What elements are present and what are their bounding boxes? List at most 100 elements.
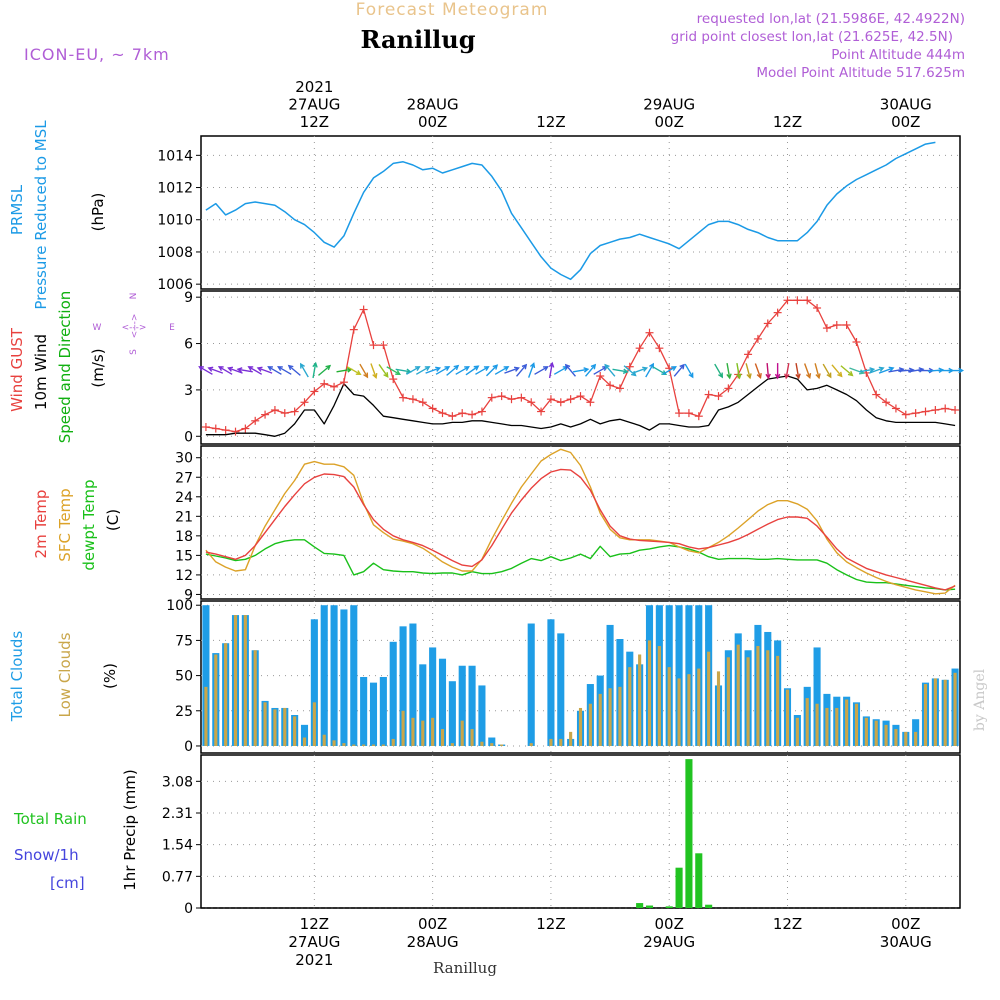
bottom-time-label: 00Z (418, 915, 447, 933)
gust-marker (822, 324, 831, 333)
wind-arrow-head (277, 366, 283, 372)
temperature-ytick-label: 15 (175, 548, 193, 564)
low-cloud-bar (480, 741, 484, 746)
wind-arrow-shaft (370, 363, 377, 378)
compass-ew-arrow: <---> (122, 323, 147, 333)
wind-ytick-label: 6 (184, 337, 193, 353)
top-time-label: 00Z (891, 113, 920, 131)
wind-direction-arrow (548, 361, 555, 379)
wind-arrow-shaft (248, 366, 263, 375)
low-cloud-bar (835, 707, 839, 746)
low-cloud-bar (352, 744, 356, 746)
precip-label: 1hr Precip (mm) (121, 769, 139, 890)
wind-arrow-head (590, 363, 597, 370)
wind-arrow-shaft (604, 364, 616, 377)
gust-marker (458, 409, 467, 418)
total-cloud-bar (379, 677, 387, 746)
low-cloud-bar (766, 650, 770, 746)
gust-marker (694, 412, 703, 421)
wind-direction-arrow (300, 362, 309, 378)
low-cloud-bar (578, 707, 583, 746)
low-cloud-bar (529, 743, 533, 746)
wind-arrow-head (529, 362, 536, 369)
gust-marker (891, 404, 900, 413)
low-cloud-bar (332, 740, 336, 746)
gust-marker (487, 393, 496, 402)
wind-arrow-head (198, 366, 204, 372)
gust-marker (763, 319, 772, 328)
wind-arrow-head (227, 366, 234, 372)
snow-unit-label: [cm] (50, 874, 85, 892)
gust-marker (852, 338, 861, 346)
wind-arrow-shaft (395, 368, 411, 373)
gust-marker (813, 304, 822, 312)
wind-direction-arrow (736, 363, 742, 380)
wind-direction-arrow (673, 363, 685, 377)
bottom-time-label: 00Z (655, 915, 684, 933)
wind-arrow-shaft (208, 367, 224, 374)
wind-arrow-shaft (277, 366, 292, 375)
wind-direction-arrow (198, 366, 213, 375)
top-time-label: 30AUG (880, 96, 932, 114)
gust-marker (714, 392, 723, 401)
low-cloud-bar (943, 679, 947, 746)
wind-direction-arrow (564, 363, 576, 377)
wind-direction-arrow (359, 363, 369, 379)
wind-direction-arrow (572, 367, 590, 373)
top-time-label: 28AUG (407, 96, 459, 114)
bottom-time-label: 12Z (536, 915, 565, 933)
total-cloud-bar (438, 658, 447, 746)
total-clouds-label: Total Clouds (8, 631, 26, 723)
low-cloud-bar (440, 729, 445, 746)
precip-ytick-label: 3.08 (162, 774, 193, 790)
wind-10m-line (205, 375, 956, 437)
temperature-ytick-label: 12 (175, 568, 193, 584)
wind-arrow-shaft (268, 366, 282, 375)
wind-arrow-head (521, 363, 528, 370)
dewpt-line (205, 539, 956, 591)
total-cloud-bar (202, 605, 210, 746)
rain-bar (665, 906, 673, 908)
gust-marker (497, 392, 506, 401)
wind-arrow-head (395, 370, 401, 376)
temperature-frame (200, 445, 961, 600)
wind-direction-arrow (840, 365, 854, 377)
low-cloud-bar (312, 702, 316, 746)
low-cloud-bar (677, 678, 681, 746)
compass-ns-arrow: <---> (130, 314, 140, 339)
gust-marker (753, 334, 762, 343)
low-cloud-bar (904, 731, 908, 746)
compass-e: E (169, 323, 175, 333)
gust-marker (428, 404, 437, 413)
gust-marker (310, 387, 319, 396)
wind-arrow-head (564, 363, 571, 370)
low-cloud-bar (490, 743, 494, 746)
low-cloud-bar (608, 688, 612, 746)
product-title: Forecast Meteogram (356, 0, 549, 20)
low-cloud-bar (391, 738, 395, 746)
wind-arrow-head (424, 366, 431, 372)
low-cloud-bar (253, 650, 257, 746)
bottom-time-label: 2021 (295, 951, 333, 969)
wind-arrow-shaft (527, 363, 535, 378)
gust-marker (379, 341, 388, 350)
wind-direction-arrow (370, 363, 378, 379)
gust-marker (349, 325, 358, 334)
low-cloud-bar (362, 744, 366, 746)
total-cloud-bar (527, 623, 535, 746)
precip-ytick-label: 0.77 (162, 869, 193, 885)
wind-arrow-head (756, 373, 762, 379)
wind-arrow-shaft (199, 366, 213, 375)
low-cloud-bar (864, 717, 868, 746)
wind-direction-arrow (795, 363, 801, 380)
gust-marker (320, 379, 329, 388)
wind-direction-arrow (267, 366, 282, 375)
low-cloud-bar (450, 743, 454, 746)
wind-arrow-shaft (548, 363, 553, 379)
wind-direction-arrow (346, 366, 362, 376)
wind-arrow-head (746, 373, 752, 380)
gust-marker (418, 398, 427, 407)
low-cloud-bar (628, 667, 632, 746)
gust-marker (280, 409, 289, 418)
